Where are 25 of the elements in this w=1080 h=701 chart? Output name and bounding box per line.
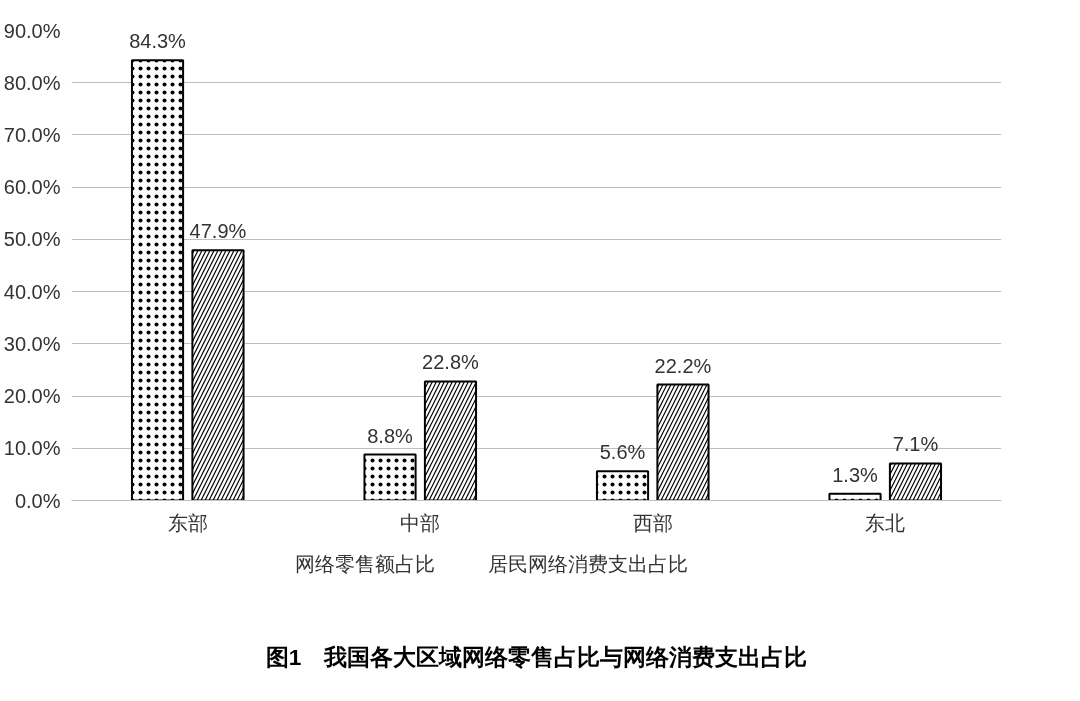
y-tick-label: 70.0% [3, 123, 61, 146]
y-tick-label: 10.0% [3, 437, 61, 460]
x-tick-label: 中部 [400, 511, 441, 534]
x-tick-label: 西部 [632, 511, 673, 534]
data-label: 1.3% [832, 463, 879, 486]
data-label: 22.8% [422, 351, 480, 374]
x-tick-label: 东北 [865, 511, 906, 534]
y-tick-label: 30.0% [3, 332, 61, 355]
text: 图1 我国各大区域网络零售占比与网络消费支出占比 [265, 643, 808, 670]
y-tick-label: 60.0% [3, 176, 61, 199]
data-label: 22.2% [654, 354, 712, 377]
text: 居民网络消费支出占比 [488, 552, 688, 577]
data-label: 8.8% [367, 424, 414, 447]
y-tick-label: 0.0% [14, 489, 61, 512]
text: 网络零售额占比 [295, 552, 435, 577]
y-tick-label: 80.0% [3, 71, 61, 94]
data-label: 7.1% [892, 433, 939, 456]
x-tick-label: 东部 [167, 511, 208, 534]
data-label: 47.9% [189, 220, 247, 243]
y-tick-label: 50.0% [3, 228, 61, 251]
y-tick-label: 40.0% [3, 280, 61, 303]
data-label: 5.6% [599, 441, 646, 464]
y-tick-label: 20.0% [3, 385, 61, 408]
y-tick-label: 90.0% [3, 19, 61, 42]
data-label: 84.3% [129, 30, 187, 53]
